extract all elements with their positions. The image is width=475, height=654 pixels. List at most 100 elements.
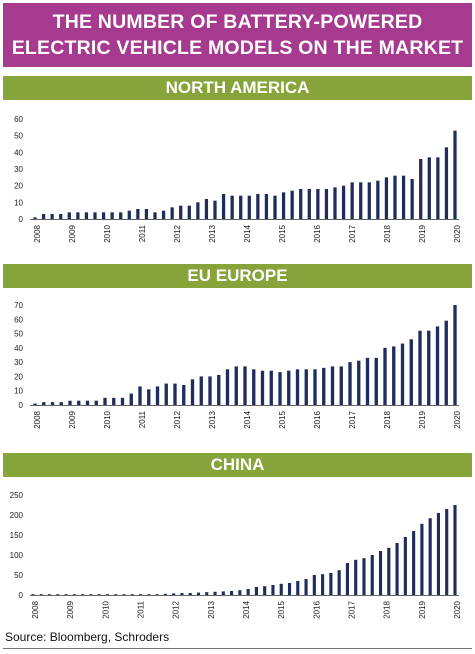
eu-europe-banner: EU EUROPE xyxy=(3,264,472,288)
y-tick-label: 40 xyxy=(14,148,23,157)
y-tick-label: 200 xyxy=(10,511,24,520)
x-tick-label: 2014 xyxy=(243,410,252,428)
x-tick-label: 2017 xyxy=(348,410,357,428)
bar xyxy=(278,372,282,405)
x-tick-label: 2008 xyxy=(31,600,40,618)
x-tick-label: 2020 xyxy=(453,224,462,242)
x-tick-label: 2015 xyxy=(277,600,286,618)
bar xyxy=(31,594,35,595)
north-america-banner: NORTH AMERICA xyxy=(3,76,472,100)
bar xyxy=(144,209,149,219)
bar xyxy=(180,593,184,595)
y-tick-label: 20 xyxy=(14,372,23,381)
bar xyxy=(238,590,242,595)
bar xyxy=(93,212,97,219)
bar xyxy=(114,594,118,595)
bar xyxy=(138,386,142,405)
bar xyxy=(101,212,106,219)
north-america-chart: 0 10 20 30 40 50 60 2008 2009 2010 2011 2012 2013 201… xyxy=(14,115,462,243)
bar xyxy=(230,591,234,595)
bar xyxy=(136,209,140,219)
bar xyxy=(81,594,85,595)
x-tick-label: 2018 xyxy=(383,224,392,242)
x-tick-label: 2008 xyxy=(33,224,42,242)
bar xyxy=(418,330,422,405)
bar xyxy=(316,189,320,219)
bar xyxy=(208,376,212,405)
bar xyxy=(339,366,343,405)
y-tick-label: 40 xyxy=(14,344,23,353)
bar xyxy=(312,575,316,595)
bar xyxy=(94,400,98,405)
title-line-1: THE NUMBER OF BATTERY-POWERED xyxy=(52,11,423,33)
bar xyxy=(444,147,449,219)
bar xyxy=(341,185,346,219)
bar xyxy=(187,205,191,219)
y-tick-label: 0 xyxy=(19,401,24,410)
bar xyxy=(213,200,217,219)
x-tick-label: 2010 xyxy=(103,410,112,428)
bar xyxy=(119,212,123,219)
bar xyxy=(287,370,291,405)
bar xyxy=(41,214,46,219)
bar xyxy=(409,339,413,405)
bar xyxy=(269,370,273,405)
bar xyxy=(435,326,440,405)
bar xyxy=(112,397,116,405)
bar xyxy=(330,366,335,405)
bar xyxy=(59,402,63,405)
bar xyxy=(387,547,391,595)
bar xyxy=(263,586,267,595)
bar xyxy=(337,570,341,595)
x-tick-label: 2009 xyxy=(68,224,77,242)
x-tick-label: 2009 xyxy=(66,600,75,618)
bar xyxy=(190,379,195,405)
bar xyxy=(110,212,114,219)
x-tick-label: 2012 xyxy=(173,410,182,428)
bar xyxy=(383,347,387,405)
bar xyxy=(153,212,157,219)
bar xyxy=(147,389,151,405)
bar xyxy=(260,370,265,405)
bar xyxy=(56,594,60,595)
y-tick-label: 60 xyxy=(14,315,23,324)
bar xyxy=(256,194,260,219)
x-tick-label: 2019 xyxy=(418,410,427,428)
bar xyxy=(412,531,416,595)
bar xyxy=(359,182,363,219)
bar xyxy=(428,518,432,595)
x-tick-label: 2011 xyxy=(138,224,147,242)
x-tick-label: 2016 xyxy=(313,224,322,242)
bar xyxy=(179,205,183,219)
x-tick-label: 2016 xyxy=(312,600,321,618)
x-tick-label: 2010 xyxy=(101,600,110,618)
bar xyxy=(401,175,406,219)
bar xyxy=(89,594,93,595)
bar xyxy=(453,305,457,405)
source-note: Source: Bloomberg, Schroders xyxy=(5,630,170,644)
bar xyxy=(42,402,46,405)
bar xyxy=(427,330,431,405)
bar xyxy=(182,385,186,405)
bar xyxy=(84,212,89,219)
bar xyxy=(230,195,234,219)
x-tick-label: 2016 xyxy=(313,410,322,428)
bar xyxy=(33,403,37,405)
x-tick-label: 2018 xyxy=(383,410,392,428)
bar xyxy=(234,366,238,405)
bar xyxy=(384,177,389,219)
bar xyxy=(163,593,167,595)
x-tick-label: 2009 xyxy=(68,410,77,428)
bar xyxy=(444,320,448,405)
bar xyxy=(313,369,317,405)
bar xyxy=(410,179,414,219)
bar xyxy=(47,594,52,595)
bar xyxy=(161,210,166,219)
bar xyxy=(324,189,329,219)
chart-title-box: THE NUMBER OF BATTERY-POWERED ELECTRIC V… xyxy=(3,3,472,67)
y-tick-label: 50 xyxy=(14,330,23,339)
bar xyxy=(376,180,380,219)
x-tick-label: 2015 xyxy=(278,224,287,242)
bar xyxy=(85,400,90,405)
bar xyxy=(299,189,303,219)
